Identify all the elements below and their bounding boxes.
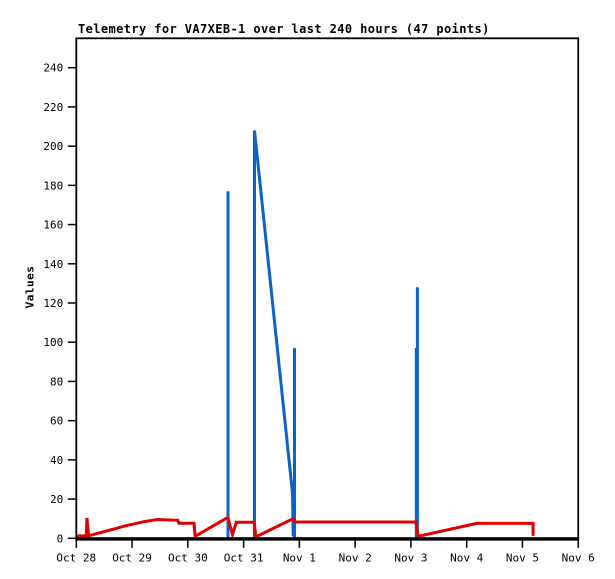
telemetry-channel-blue-line (253, 130, 295, 539)
telemetry-channel-red-line (76, 516, 535, 540)
x-tick-label: Nov 6 (562, 551, 595, 564)
x-tick-label: Nov 3 (394, 551, 427, 564)
chart-title: Telemetry for VA7XEB-1 over last 240 hou… (78, 22, 490, 36)
x-tick-label: Nov 4 (450, 551, 483, 564)
x-tick-label: Nov 2 (339, 551, 372, 564)
x-tick-label: Oct 28 (56, 551, 96, 564)
x-tick-label: Nov 5 (506, 551, 539, 564)
plot-border (75, 37, 580, 540)
y-tick-label: 160 (43, 219, 63, 232)
x-tick-label: Oct 30 (168, 551, 208, 564)
y-tick-label: 80 (50, 375, 63, 388)
y-tick-label: 100 (43, 336, 63, 349)
y-tick-label: 200 (43, 140, 63, 153)
y-tick-label: 60 (50, 415, 63, 428)
x-tick-label: Oct 29 (112, 551, 152, 564)
y-tick-label: 180 (43, 179, 63, 192)
x-tick-label: Nov 1 (283, 551, 316, 564)
y-tick-label: 0 (57, 532, 64, 545)
x-tick-label: Oct 31 (224, 551, 264, 564)
y-tick-label: 40 (50, 454, 63, 467)
y-tick-label: 140 (43, 258, 63, 271)
y-tick-label: 20 (50, 493, 63, 506)
y-tick-label: 220 (43, 101, 63, 114)
y-tick-label: 240 (43, 62, 63, 75)
y-tick-label: 120 (43, 297, 63, 310)
